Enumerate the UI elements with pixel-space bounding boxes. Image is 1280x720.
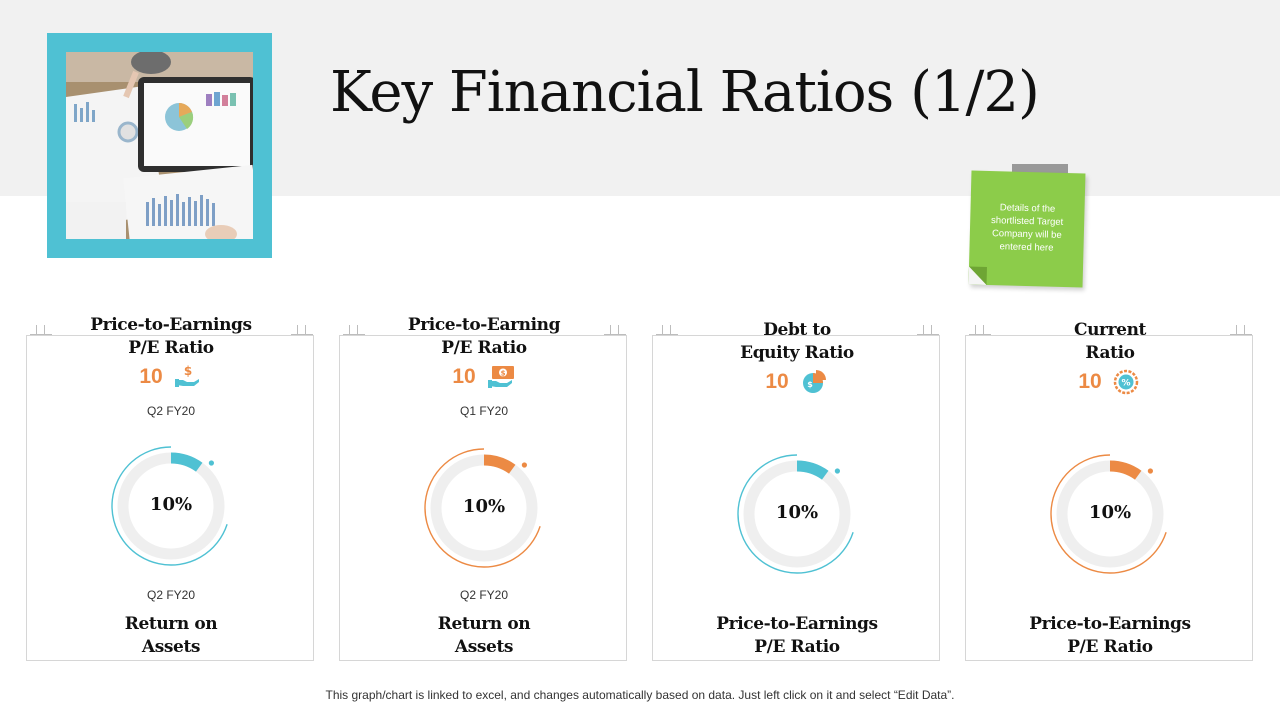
metric-value: 10 xyxy=(452,365,476,388)
progress-donut: 10% xyxy=(1040,444,1180,584)
sticky-note-text: Details of the shortlisted Target Compan… xyxy=(977,201,1076,256)
sticky-note-line: Company will be xyxy=(991,228,1062,241)
metric-value: 10 xyxy=(139,365,163,388)
card-heading-line: Current xyxy=(1073,320,1147,340)
ratio-card-pe-1: Price-to-Earnings P/E Ratio 10 $ Q2 FY20… xyxy=(26,315,315,661)
percent-badge-icon: % xyxy=(1112,369,1142,395)
donut-progress-arc xyxy=(1109,460,1142,480)
card-footer: Return on Assets xyxy=(340,613,628,659)
ratio-card-current: Current Ratio 10 % 10% Price-to-Earnings… xyxy=(965,320,1254,661)
ratio-card-pe-2: Price-to-Earning P/E Ratio 10 $ Q1 FY20 … xyxy=(339,315,628,661)
card-footer-line: Assets xyxy=(454,637,514,657)
photo-frame xyxy=(47,33,272,258)
card-footer-line: Price-to-Earnings xyxy=(1029,614,1191,634)
page-title: Key Financial Ratios (1/2) xyxy=(330,60,1040,125)
period-label: Q2 FY20 xyxy=(146,588,196,602)
svg-text:$: $ xyxy=(500,370,505,378)
cash-hand-icon: $ xyxy=(486,364,516,390)
period-label: Q1 FY20 xyxy=(459,404,509,418)
card-footer-line: P/E Ratio xyxy=(754,637,840,657)
metric-row: 10 $ xyxy=(653,369,941,395)
card-heading-line: Equity Ratio xyxy=(740,343,854,363)
donut-outer-ring xyxy=(424,448,541,568)
card-footer-line: Return on xyxy=(124,614,218,634)
donut-value: 10% xyxy=(462,496,506,517)
sticky-note-line: entered here xyxy=(999,241,1054,254)
card-heading-line: Debt to xyxy=(763,320,831,340)
card-heading: Debt to Equity Ratio xyxy=(653,319,941,365)
metric-value: 10 xyxy=(765,370,789,393)
donut-marker-dot xyxy=(1147,468,1153,474)
card-footer-line: P/E Ratio xyxy=(1067,637,1153,657)
metric-row: 10 $ xyxy=(27,364,315,390)
period-label: Q2 FY20 xyxy=(146,404,196,418)
card-footer-line: Price-to-Earnings xyxy=(716,614,878,634)
donut-outer-ring xyxy=(737,454,854,574)
card-heading: Current Ratio xyxy=(966,319,1254,365)
donut-outer-ring xyxy=(1050,454,1167,574)
card-heading-line: Price-to-Earning xyxy=(407,315,561,335)
card-footer: Price-to-Earnings P/E Ratio xyxy=(653,613,941,659)
pie-dollar-icon: $ xyxy=(799,369,829,395)
footnote: This graph/chart is linked to excel, and… xyxy=(325,688,955,702)
card-heading: Price-to-Earnings P/E Ratio xyxy=(27,314,315,360)
svg-text:$: $ xyxy=(183,364,191,378)
svg-text:$: $ xyxy=(807,380,813,389)
sticky-note-fold xyxy=(968,266,987,285)
progress-donut: 10% xyxy=(101,436,241,576)
dollar-hand-icon: $ xyxy=(173,364,203,390)
donut-progress-arc xyxy=(796,460,829,480)
metric-row: 10 % xyxy=(966,369,1254,395)
donut-progress-arc xyxy=(483,454,516,474)
period-label: Q2 FY20 xyxy=(459,588,509,602)
card-heading-line: Price-to-Earnings xyxy=(90,315,252,335)
card-heading-line: P/E Ratio xyxy=(441,338,527,358)
card-heading-line: P/E Ratio xyxy=(128,338,214,358)
donut-marker-dot xyxy=(208,460,214,466)
donut-value: 10% xyxy=(1088,502,1132,523)
card-heading-line: Ratio xyxy=(1085,343,1135,363)
donut-value: 10% xyxy=(149,494,193,515)
card-footer: Return on Assets xyxy=(27,613,315,659)
svg-text:%: % xyxy=(1121,379,1130,389)
business-charts-photo xyxy=(66,52,253,239)
progress-donut: 10% xyxy=(727,444,867,584)
ratio-card-debt-equity: Debt to Equity Ratio 10 $ 10% Price-to-E… xyxy=(652,320,941,661)
card-heading: Price-to-Earning P/E Ratio xyxy=(340,314,628,360)
metric-value: 10 xyxy=(1078,370,1102,393)
card-footer-line: Return on xyxy=(437,614,531,634)
donut-progress-arc xyxy=(170,452,203,472)
donut-outer-ring xyxy=(111,446,228,566)
donut-marker-dot xyxy=(834,468,840,474)
progress-donut: 10% xyxy=(414,438,554,578)
metric-row: 10 $ xyxy=(340,364,628,390)
donut-marker-dot xyxy=(521,462,527,468)
donut-value: 10% xyxy=(775,502,819,523)
sticky-note: Details of the shortlisted Target Compan… xyxy=(968,170,1086,288)
card-footer-line: Assets xyxy=(141,637,201,657)
card-footer: Price-to-Earnings P/E Ratio xyxy=(966,613,1254,659)
